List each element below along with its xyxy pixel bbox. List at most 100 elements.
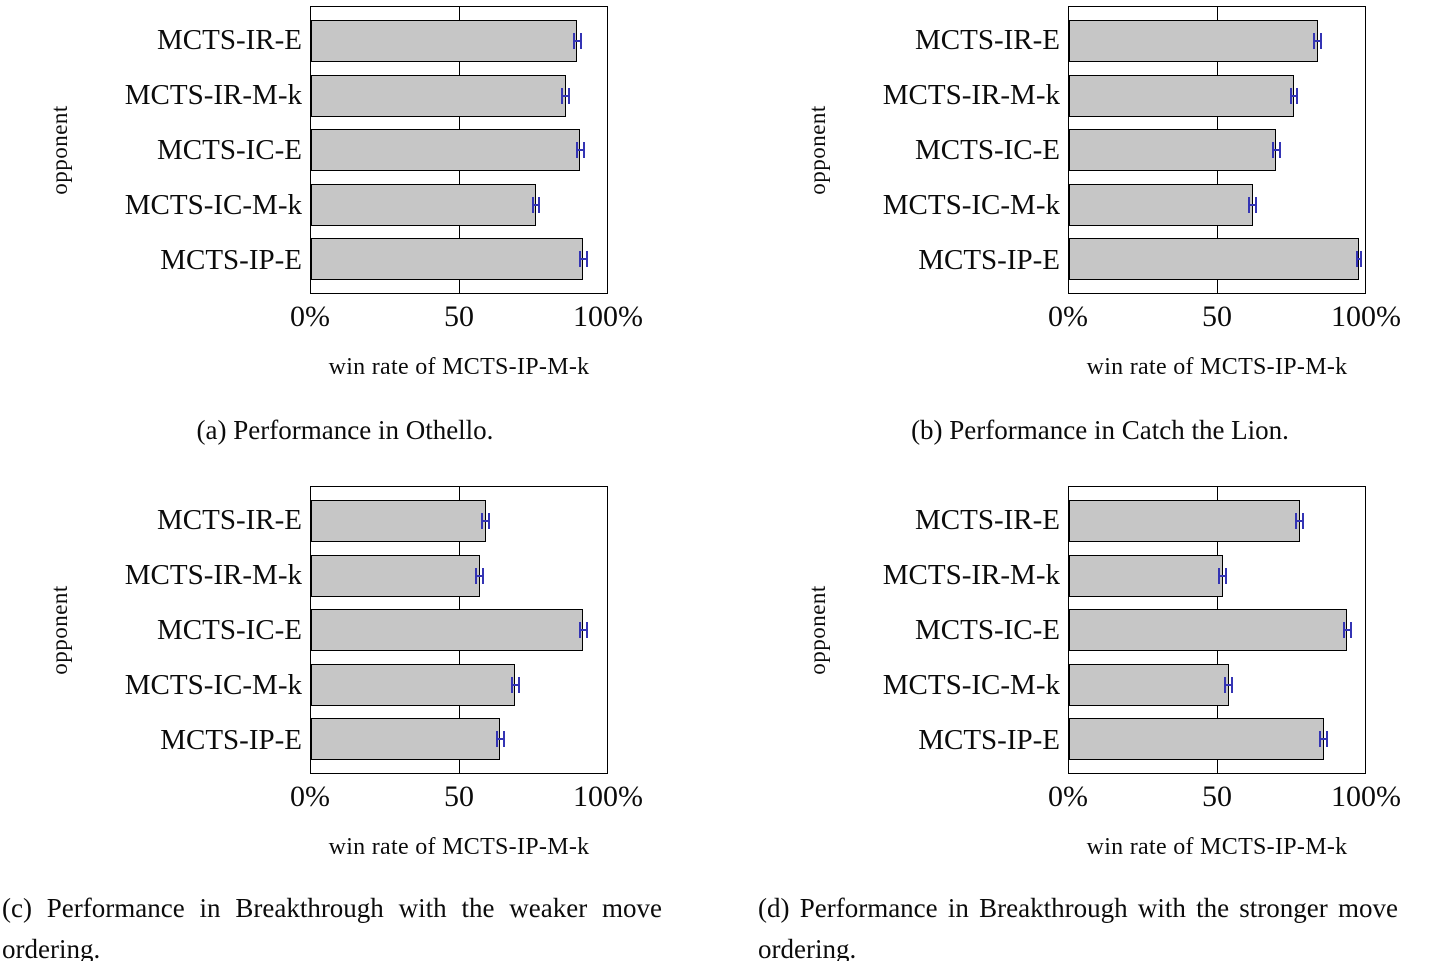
bar-MCTS-IP-E — [311, 718, 501, 760]
bar-row — [311, 663, 607, 706]
error-bar — [1295, 513, 1305, 529]
x-axis-title: win rate of MCTS-IP-M-k — [1086, 354, 1348, 380]
y-axis-title-text: opponent — [805, 105, 830, 195]
bar-row — [1069, 609, 1365, 651]
bar-MCTS-IC-M-k — [1069, 183, 1253, 226]
x-axis-title: win rate of MCTS-IP-M-k — [328, 354, 590, 380]
y-axis-title-text: opponent — [805, 585, 830, 675]
error-bar — [1271, 142, 1281, 158]
x-axis-title: win rate of MCTS-IP-M-k — [328, 834, 590, 860]
category-label: MCTS-IR-M-k — [124, 79, 302, 111]
bar-MCTS-IR-M-k — [311, 554, 480, 597]
error-bar — [1313, 33, 1323, 49]
chart-breakthrough-stronger: opponent MCTS-IR-E MCTS-IR-M-k MCTS-IC-E MC… — [798, 486, 1418, 886]
x-tick-labels: 0% 50 100% — [1048, 780, 1401, 822]
category-label: MCTS-IR-M-k — [882, 559, 1060, 591]
x-tick-label: 50 — [1202, 780, 1232, 813]
category-label: MCTS-IR-E — [157, 24, 302, 56]
bar-MCTS-IP-E — [1069, 238, 1360, 280]
plot-area — [310, 6, 608, 294]
y-axis-title: opponent — [40, 486, 80, 774]
category-label: MCTS-IR-M-k — [124, 559, 302, 591]
x-tick-labels: 0% 50 100% — [1048, 300, 1401, 342]
bar-MCTS-IR-M-k — [311, 74, 566, 117]
bar-row — [311, 129, 607, 171]
bar-row — [1069, 500, 1365, 542]
bar-MCTS-IP-E — [1069, 718, 1324, 760]
x-tick-label: 100% — [573, 780, 643, 813]
bar-row — [311, 238, 607, 280]
bar-MCTS-IR-M-k — [1069, 74, 1294, 117]
bar-MCTS-IR-E — [311, 20, 578, 62]
x-tick-label: 0% — [1048, 300, 1088, 333]
error-bar — [481, 513, 491, 529]
x-tick-label: 0% — [290, 780, 330, 813]
bar-MCTS-IR-M-k — [1069, 554, 1223, 597]
caption-c: (c) Performance in Breakthrough with the… — [2, 893, 662, 961]
category-labels: MCTS-IR-E MCTS-IR-M-k MCTS-IC-E MCTS-IC-M-k… — [838, 486, 1060, 774]
error-bar — [1224, 676, 1234, 693]
y-axis-title: opponent — [40, 6, 80, 294]
bar-MCTS-IC-E — [311, 129, 581, 171]
category-label: MCTS-IC-E — [915, 614, 1060, 646]
chart-othello: opponent MCTS-IR-E MCTS-IR-M-k MCTS-IC-E MC… — [40, 6, 660, 406]
category-labels: MCTS-IR-E MCTS-IR-M-k MCTS-IC-E MCTS-IC-M-k… — [80, 6, 302, 294]
bar-row — [311, 74, 607, 117]
bar-row — [1069, 20, 1365, 62]
bar-MCTS-IC-E — [311, 609, 584, 651]
error-bar — [475, 567, 485, 584]
error-bar — [575, 142, 585, 158]
plot-area — [1068, 486, 1366, 774]
bar-MCTS-IR-E — [1069, 20, 1318, 62]
category-label: MCTS-IP-E — [918, 724, 1060, 756]
bar-row — [1069, 238, 1365, 280]
category-label: MCTS-IC-E — [915, 134, 1060, 166]
bar-row — [1069, 554, 1365, 597]
error-bar — [1342, 622, 1352, 638]
x-tick-labels: 0% 50 100% — [290, 780, 643, 822]
y-axis-title: opponent — [798, 6, 838, 294]
x-axis-title: win rate of MCTS-IP-M-k — [1086, 834, 1348, 860]
x-tick-label: 50 — [444, 780, 474, 813]
plot-area — [310, 486, 608, 774]
category-label: MCTS-IP-E — [918, 244, 1060, 276]
x-tick-label: 100% — [1331, 780, 1401, 813]
bar-row — [311, 718, 607, 760]
bar-row — [311, 500, 607, 542]
category-label: MCTS-IC-M-k — [882, 669, 1060, 701]
error-bar — [510, 676, 520, 693]
caption-b: (b) Performance in Catch the Lion. — [911, 415, 1289, 445]
category-labels: MCTS-IR-E MCTS-IR-M-k MCTS-IC-E MCTS-IC-M-k… — [80, 486, 302, 774]
y-axis-title-text: opponent — [47, 105, 72, 195]
bar-row — [311, 183, 607, 226]
bar-row — [311, 554, 607, 597]
y-axis-title: opponent — [798, 486, 838, 774]
caption-a: (a) Performance in Othello. — [196, 415, 494, 445]
x-tick-label: 50 — [444, 300, 474, 333]
error-bar — [561, 87, 570, 104]
error-bar — [1218, 567, 1228, 584]
chart-catch-the-lion: opponent MCTS-IR-E MCTS-IR-M-k MCTS-IC-E MC… — [798, 6, 1418, 406]
bar-MCTS-IC-M-k — [311, 183, 536, 226]
error-bar — [1319, 731, 1328, 747]
x-tick-label: 50 — [1202, 300, 1232, 333]
category-label: MCTS-IR-M-k — [882, 79, 1060, 111]
category-label: MCTS-IP-E — [160, 724, 302, 756]
category-label: MCTS-IP-E — [160, 244, 302, 276]
category-label: MCTS-IR-E — [157, 504, 302, 536]
bar-MCTS-IR-E — [311, 500, 486, 542]
bar-row — [1069, 129, 1365, 171]
category-label: MCTS-IR-E — [915, 24, 1060, 56]
bar-row — [311, 609, 607, 651]
error-bar — [496, 731, 505, 747]
error-bar — [1248, 196, 1257, 213]
error-bar — [1356, 251, 1363, 267]
bar-MCTS-IR-E — [1069, 500, 1300, 542]
category-label: MCTS-IC-E — [157, 134, 302, 166]
bar-row — [1069, 183, 1365, 226]
error-bar — [1289, 87, 1299, 104]
category-label: MCTS-IR-E — [915, 504, 1060, 536]
error-bar — [578, 251, 588, 267]
x-tick-label: 0% — [290, 300, 330, 333]
